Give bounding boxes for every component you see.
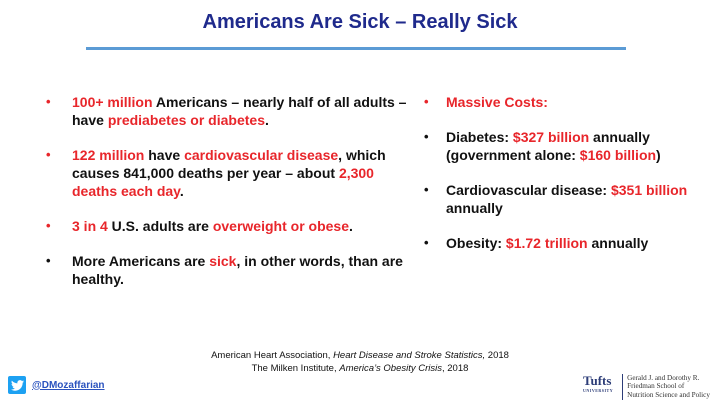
bullet-item-obesity-share: • 3 in 4 U.S. adults are overweight or o… <box>46 218 353 234</box>
title-divider <box>86 47 626 50</box>
reference-line: The Milken Institute, America’s Obesity … <box>251 363 469 374</box>
slide-title: Americans Are Sick – Really Sick <box>202 11 518 33</box>
tufts-logo: Tufts UNIVERSITY Gerald J. and Dorothy R… <box>583 374 710 400</box>
school-name: Gerald J. and Dorothy R. Friedman School… <box>627 374 710 399</box>
bullet-item-cardiovascular: • 122 million have cardiovascular diseas… <box>46 147 386 199</box>
logo-divider <box>622 374 624 400</box>
twitter-footer: @DMozaffarian <box>8 376 105 394</box>
bullet-item-massive-costs: • Massive Costs: <box>424 94 548 110</box>
bullet-marker: • <box>424 94 429 109</box>
references: American Heart Association, Heart Diseas… <box>0 349 720 375</box>
bullet-marker: • <box>424 235 429 250</box>
right-bullet-list: • Massive Costs: • Diabetes: $327 billio… <box>420 93 710 269</box>
bullet-marker: • <box>424 182 429 197</box>
bullet-marker: • <box>46 94 51 109</box>
twitter-handle-link[interactable]: @DMozaffarian <box>32 379 105 391</box>
bullet-marker: • <box>424 129 429 144</box>
tufts-wordmark: Tufts UNIVERSITY <box>583 373 614 394</box>
bullet-item-diabetes-cost: • Diabetes: $327 billion annually (gover… <box>424 129 661 163</box>
reference-line: American Heart Association, Heart Diseas… <box>211 350 509 361</box>
bullet-marker: • <box>46 218 51 233</box>
twitter-bird-icon <box>8 376 26 394</box>
bullet-item-prediabetes: • 100+ million Americans – nearly half o… <box>46 94 407 128</box>
bullet-marker: • <box>46 253 51 268</box>
bullet-marker: • <box>46 147 51 162</box>
bullet-item-sick-majority: • More Americans are sick, in other word… <box>46 253 403 287</box>
bullet-item-cvd-cost: • Cardiovascular disease: $351 billion a… <box>424 182 688 216</box>
bullet-item-obesity-cost: • Obesity: $1.72 trillion annually <box>424 235 649 251</box>
left-bullet-list: • 100+ million Americans – nearly half o… <box>34 93 414 305</box>
